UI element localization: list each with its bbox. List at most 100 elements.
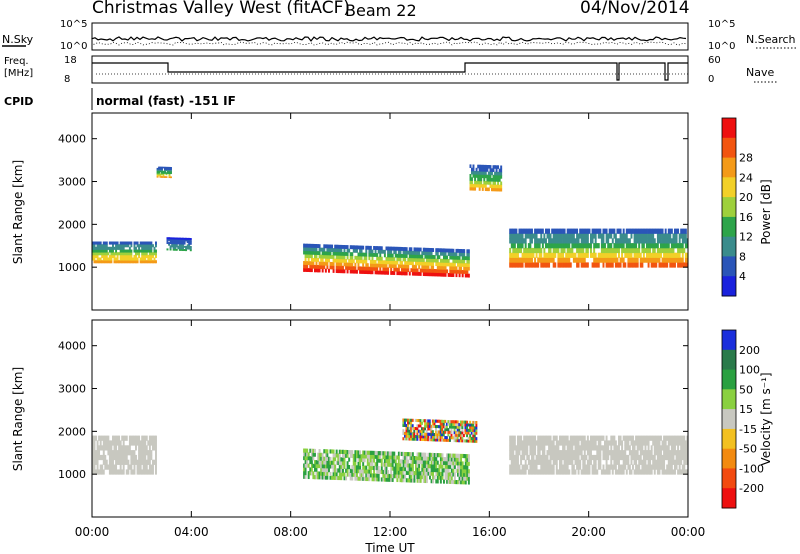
velocity-cell xyxy=(458,476,461,481)
velocity-cell xyxy=(557,450,560,456)
power-cell xyxy=(487,165,490,169)
velocity-cell xyxy=(343,453,346,458)
power-cell xyxy=(377,263,380,268)
velocity-cell xyxy=(555,440,558,446)
power-cell xyxy=(105,257,108,261)
velocity-cell xyxy=(410,429,413,433)
velocity-cell xyxy=(619,440,622,446)
velocity-cell xyxy=(453,422,456,426)
velocity-cell xyxy=(458,457,461,462)
power-cell xyxy=(104,246,107,250)
power-cell xyxy=(467,266,470,271)
velocity-cell xyxy=(632,450,634,456)
power-cell xyxy=(142,246,145,250)
velocity-cell xyxy=(618,464,620,470)
velocity-cell xyxy=(144,464,147,470)
velocity-cell xyxy=(677,459,680,465)
velocity-cell xyxy=(469,439,472,443)
velocity-cell xyxy=(376,462,379,467)
velocity-cell xyxy=(438,430,441,434)
velocity-cell xyxy=(92,454,94,461)
velocity-cell xyxy=(402,418,405,422)
velocity-cell xyxy=(579,464,582,470)
velocity-cell xyxy=(110,445,113,451)
power-cell xyxy=(520,228,523,234)
velocity-cell xyxy=(677,469,680,475)
velocity-cell xyxy=(96,469,99,475)
velocity-cell xyxy=(646,450,648,456)
velocity-cell xyxy=(359,465,362,470)
power-cell xyxy=(529,228,532,234)
velocity-cell xyxy=(600,435,603,441)
power-cell xyxy=(559,238,561,244)
velocity-cell xyxy=(315,471,318,476)
power-cell xyxy=(517,247,519,254)
power-cell xyxy=(145,254,148,258)
power-cell xyxy=(335,265,338,270)
velocity-cell xyxy=(674,459,676,465)
y-tick-label: 2000 xyxy=(58,218,86,231)
y-tick-label: 1000 xyxy=(58,261,86,274)
power-cell xyxy=(401,260,403,265)
power-cell xyxy=(449,269,452,274)
power-cell xyxy=(449,248,452,253)
velocity-cell xyxy=(390,459,393,464)
velocity-cell xyxy=(365,454,368,459)
velocity-cell xyxy=(540,454,543,461)
power-cell xyxy=(588,243,591,249)
power-cell xyxy=(435,269,438,273)
power-cell xyxy=(554,228,557,234)
power-cell xyxy=(541,257,544,263)
power-cell xyxy=(661,257,664,263)
velocity-cell xyxy=(552,450,555,456)
power-cell xyxy=(429,248,431,252)
velocity-cell xyxy=(526,435,529,441)
velocity-cell xyxy=(646,454,648,461)
power-cell xyxy=(591,262,594,268)
velocity-cell xyxy=(461,431,464,435)
power-cell xyxy=(315,264,318,269)
velocity-cell xyxy=(531,464,533,470)
velocity-cell xyxy=(513,464,516,470)
power-cell xyxy=(186,247,189,250)
velocity-cell xyxy=(563,440,566,446)
velocity-cell xyxy=(144,459,147,465)
velocity-cell xyxy=(588,469,591,475)
velocity-cell xyxy=(443,457,445,462)
power-cell xyxy=(622,233,625,239)
velocity-cell xyxy=(345,476,348,481)
velocity-cell xyxy=(303,474,306,479)
velocity-cell xyxy=(379,454,382,460)
velocity-cell xyxy=(686,435,689,441)
velocity-cell xyxy=(343,457,346,462)
velocity-cell xyxy=(368,458,371,463)
velocity-cell xyxy=(356,465,358,470)
velocity-cell xyxy=(136,464,139,470)
power-cell xyxy=(577,252,580,258)
power-cell xyxy=(314,244,316,248)
power-cell xyxy=(509,252,512,258)
power-cell xyxy=(562,247,565,254)
velocity-cell xyxy=(415,467,417,472)
velocity-cell xyxy=(453,420,456,424)
power-cell xyxy=(357,266,360,271)
velocity-cell xyxy=(399,470,402,475)
velocity-cell xyxy=(432,467,435,473)
power-cell xyxy=(463,256,466,260)
velocity-cell xyxy=(590,435,592,441)
power-cell xyxy=(326,251,329,256)
velocity-cell xyxy=(674,469,676,475)
velocity-cell xyxy=(334,475,337,480)
power-cell xyxy=(582,228,585,234)
velocity-cell xyxy=(124,445,127,451)
power-cell xyxy=(489,177,492,182)
power-cell xyxy=(102,252,105,256)
power-cell xyxy=(356,255,358,260)
power-cell xyxy=(340,255,343,260)
velocity-cell xyxy=(597,464,600,470)
power-cell xyxy=(141,241,144,245)
power-cell xyxy=(329,244,332,249)
velocity-cell xyxy=(641,450,644,456)
